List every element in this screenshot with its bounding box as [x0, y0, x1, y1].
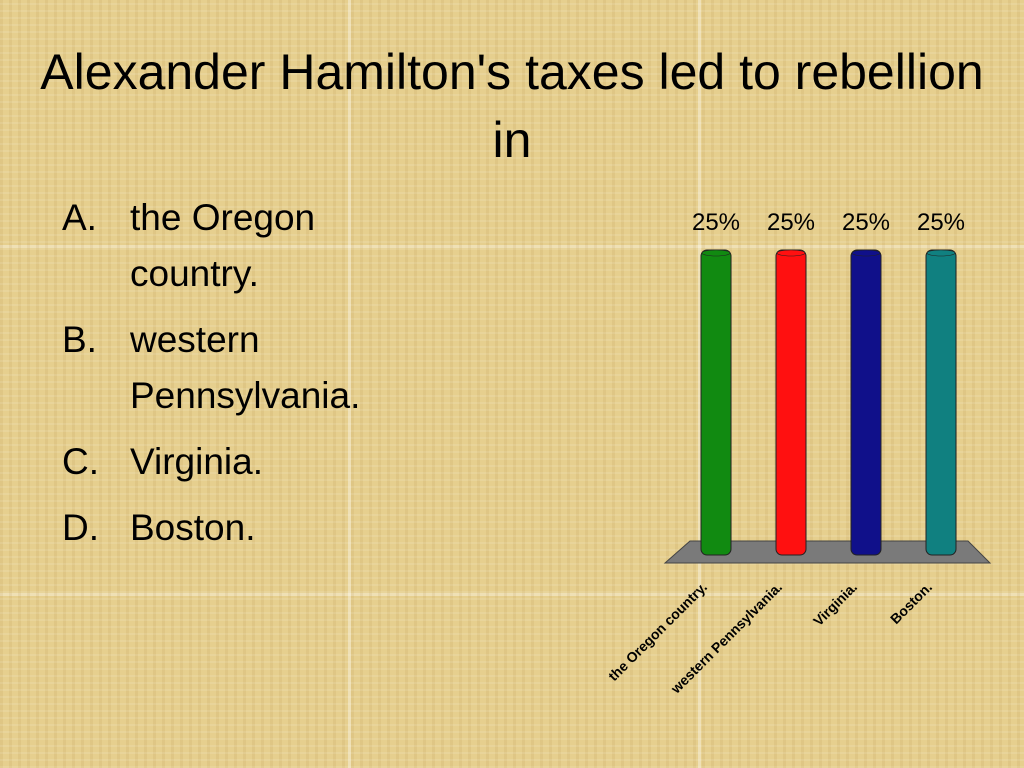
- choice-text: the Oregon country.: [130, 197, 316, 294]
- choice-text: Boston.: [130, 507, 256, 548]
- bar-cap: [851, 249, 881, 257]
- choice-marker: C.: [62, 441, 99, 482]
- bar-cap: [776, 249, 806, 257]
- choice: A. the Oregon country.: [62, 190, 442, 302]
- value-label: 25%: [917, 209, 965, 236]
- chart-floor: [663, 540, 992, 564]
- choice: B. western Pennsylvania.: [62, 312, 442, 424]
- choice-list: A. the Oregon country. B. western Pennsylva…: [62, 190, 442, 566]
- choice-marker: D.: [62, 507, 99, 548]
- bar: [850, 249, 882, 556]
- x-tick-label: Boston.: [887, 579, 935, 627]
- bar: [925, 249, 957, 556]
- value-label: 25%: [842, 209, 890, 236]
- slide-title: Alexander Hamilton's taxes led to rebell…: [40, 44, 984, 168]
- x-tick-label: Virginia.: [810, 579, 860, 629]
- value-label: 25%: [767, 209, 815, 236]
- choice-text: western Pennsylvania.: [130, 319, 361, 416]
- choice: D. Boston.: [62, 500, 442, 556]
- bar: [700, 249, 732, 556]
- bar-cap: [701, 249, 731, 257]
- bar: [775, 249, 807, 556]
- choice-text: Virginia.: [130, 441, 264, 482]
- bar-cap: [926, 249, 956, 257]
- value-label: 25%: [692, 209, 740, 236]
- choice-marker: B.: [62, 319, 97, 360]
- choice: C. Virginia.: [62, 434, 442, 490]
- choice-marker: A.: [62, 197, 97, 238]
